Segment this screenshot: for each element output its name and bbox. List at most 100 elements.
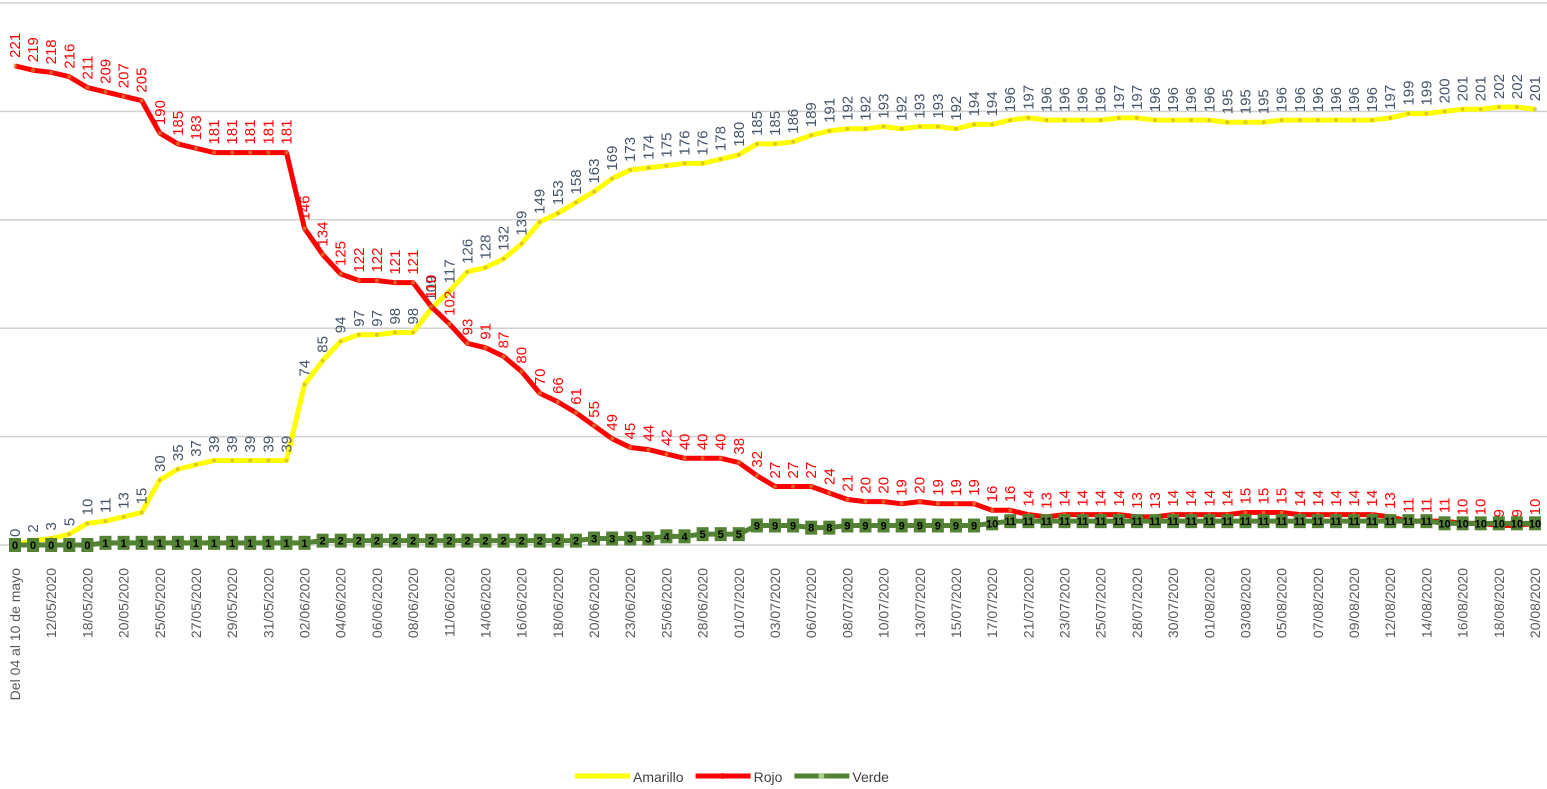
x-tick-label: 11/06/2020	[441, 568, 457, 637]
x-tick-label: 03/07/2020	[767, 568, 783, 638]
data-label: 126	[459, 239, 476, 264]
data-label: 40	[677, 434, 694, 451]
data-label: 185	[749, 111, 766, 136]
marker	[31, 68, 35, 72]
data-label: 2	[537, 536, 543, 548]
data-label: 0	[48, 540, 54, 552]
data-label: 11	[1240, 516, 1252, 528]
data-label: 9	[844, 520, 850, 532]
marker	[592, 190, 596, 194]
data-label: 11	[1077, 516, 1089, 528]
data-label: 1	[193, 538, 199, 550]
data-label: 192	[857, 96, 874, 121]
data-label: 9	[772, 520, 778, 532]
data-label: 14	[1057, 490, 1074, 507]
marker	[1352, 118, 1356, 122]
data-label: 194	[966, 91, 983, 116]
data-label: 19	[966, 479, 983, 496]
marker	[1298, 118, 1302, 122]
x-tick-label: 30/07/2020	[1165, 568, 1181, 638]
marker	[972, 502, 976, 506]
data-label: 94	[333, 317, 350, 334]
data-label: 15	[134, 488, 151, 505]
data-label: 14	[1201, 490, 1218, 507]
marker	[85, 86, 89, 90]
page: {"chart_data": {"type": "line", "categor…	[0, 0, 1547, 789]
data-label: 21	[839, 475, 856, 492]
marker	[212, 458, 216, 462]
data-label: 196	[1292, 87, 1309, 112]
data-label: 35	[170, 444, 187, 461]
data-label: 186	[785, 109, 802, 134]
marker	[339, 339, 343, 343]
marker	[954, 127, 958, 131]
data-label: 16	[984, 486, 1001, 503]
data-label: 196	[1201, 87, 1218, 112]
data-label: 13	[1147, 492, 1164, 509]
data-label: 196	[1057, 87, 1074, 112]
x-tick-label: 25/05/2020	[152, 568, 168, 638]
marker	[122, 515, 126, 519]
x-tick-label: 25/07/2020	[1093, 568, 1109, 638]
data-label: 14	[1093, 490, 1110, 507]
data-label: 40	[695, 434, 712, 451]
marker	[248, 151, 252, 155]
data-label: 20	[912, 477, 929, 494]
data-label: 122	[351, 247, 368, 272]
marker	[791, 140, 795, 144]
marker	[701, 456, 705, 460]
marker	[827, 491, 831, 495]
data-label: 9	[917, 520, 923, 532]
legend-swatch	[599, 773, 605, 779]
data-label: 85	[315, 336, 332, 353]
marker	[990, 508, 994, 512]
data-label: 121	[387, 250, 404, 275]
x-tick-label: 20/06/2020	[586, 568, 602, 638]
data-label: 93	[459, 319, 476, 336]
marker	[628, 445, 632, 449]
data-label: 87	[496, 332, 513, 349]
marker	[1515, 105, 1519, 109]
x-tick-label: 10/07/2020	[876, 568, 892, 638]
data-label: 14	[1020, 490, 1037, 507]
marker	[1497, 105, 1501, 109]
data-label: 117	[441, 259, 458, 283]
data-label: 221	[7, 33, 24, 58]
data-label: 181	[242, 120, 259, 145]
marker	[375, 333, 379, 337]
data-label: 5	[61, 518, 78, 526]
data-label: 13	[1129, 492, 1146, 509]
marker	[49, 70, 53, 74]
data-label: 11	[1059, 516, 1071, 528]
marker	[411, 281, 415, 285]
marker	[520, 242, 524, 246]
marker	[429, 305, 433, 309]
marker	[1081, 118, 1085, 122]
marker	[194, 146, 198, 150]
data-label: 37	[188, 440, 205, 457]
data-label: 207	[116, 63, 133, 88]
marker	[845, 127, 849, 131]
data-label: 40	[713, 434, 730, 451]
marker	[1334, 118, 1338, 122]
marker	[755, 142, 759, 146]
data-label: 176	[695, 130, 712, 155]
marker	[1243, 120, 1247, 124]
data-label: 1	[283, 538, 289, 550]
data-label: 196	[1165, 87, 1182, 112]
data-label: 2	[410, 536, 416, 548]
marker	[266, 458, 270, 462]
data-label: 38	[731, 438, 748, 455]
data-label: 9	[971, 520, 977, 532]
data-label: 216	[61, 44, 78, 69]
data-label: 2	[501, 536, 507, 548]
data-label: 181	[206, 120, 223, 145]
data-label: 102	[441, 291, 458, 316]
marker	[936, 502, 940, 506]
data-label: 139	[514, 211, 531, 236]
marker	[1406, 112, 1410, 116]
data-label: 9	[754, 520, 760, 532]
marker	[1316, 118, 1320, 122]
data-label: 200	[1437, 78, 1454, 103]
data-label: 5	[700, 529, 706, 541]
